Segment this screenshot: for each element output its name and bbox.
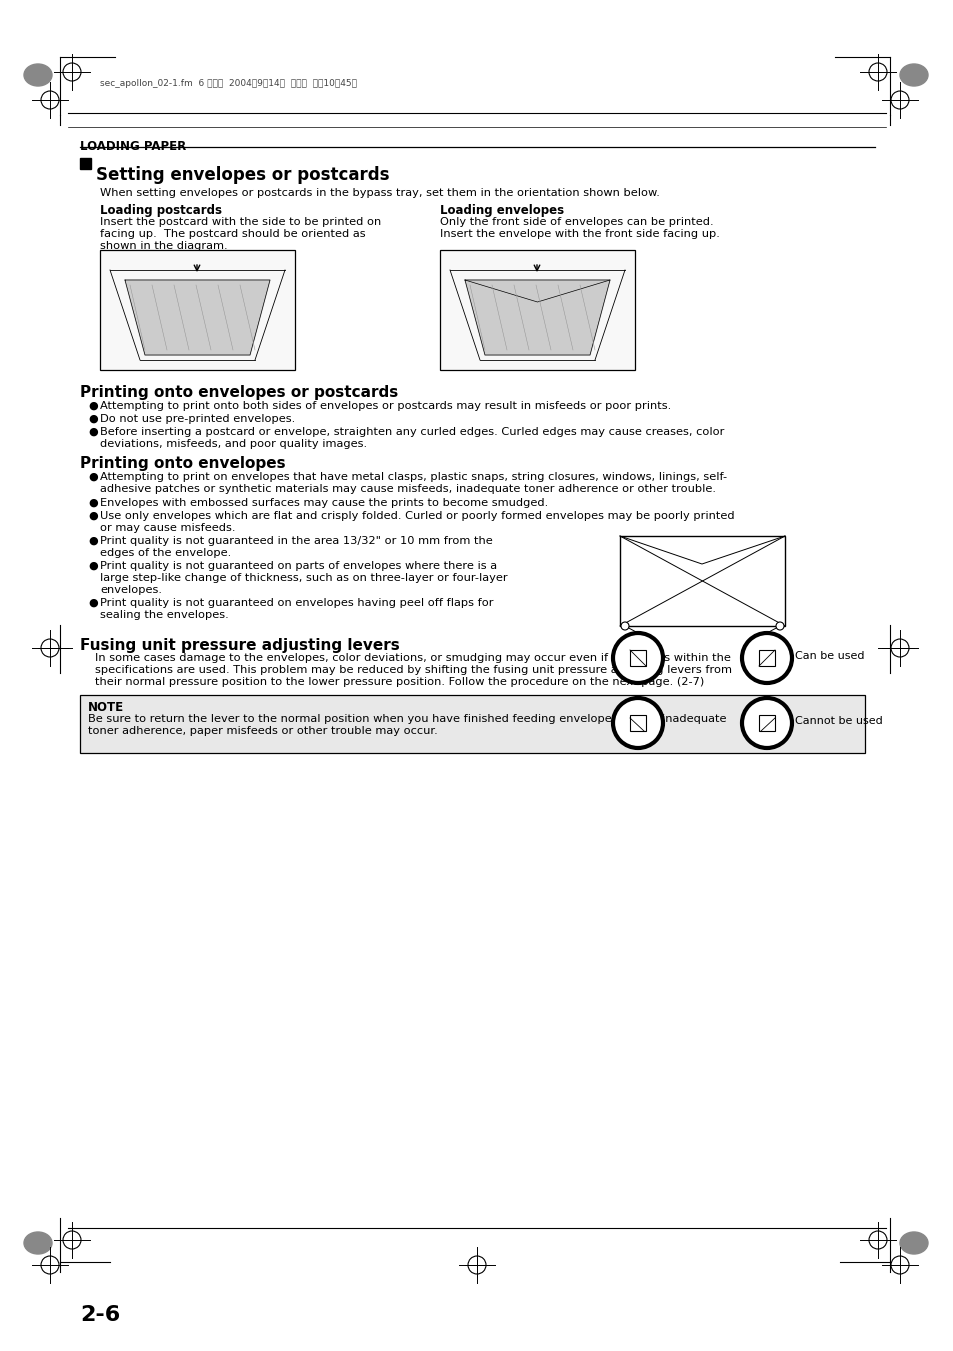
Bar (629, 715, 645, 731)
Text: Envelopes with embossed surfaces may cause the prints to become smudged.: Envelopes with embossed surfaces may cau… (100, 499, 548, 508)
Text: Printing onto envelopes or postcards: Printing onto envelopes or postcards (80, 385, 397, 400)
Text: ●: ● (88, 598, 97, 608)
Ellipse shape (899, 63, 927, 86)
Text: Print quality is not guaranteed in the area 13/32" or 10 mm from the: Print quality is not guaranteed in the a… (100, 536, 493, 546)
Text: Attempting to print onto both sides of envelopes or postcards may result in misf: Attempting to print onto both sides of e… (100, 401, 671, 411)
Text: their normal pressure position to the lower pressure position. Follow the proced: their normal pressure position to the lo… (95, 677, 703, 688)
Text: or may cause misfeeds.: or may cause misfeeds. (100, 523, 235, 534)
Circle shape (620, 621, 628, 630)
Text: ●: ● (88, 471, 97, 482)
Text: ●: ● (88, 401, 97, 411)
Text: 2-6: 2-6 (80, 1305, 120, 1325)
Text: Insert the postcard with the side to be printed on: Insert the postcard with the side to be … (100, 218, 381, 227)
Bar (439, 250, 635, 370)
Ellipse shape (24, 63, 52, 86)
Text: edges of the envelope.: edges of the envelope. (100, 549, 231, 558)
Text: ●: ● (88, 561, 97, 571)
Text: ●: ● (88, 427, 97, 436)
Text: When setting envelopes or postcards in the bypass tray, set them in the orientat: When setting envelopes or postcards in t… (100, 188, 659, 199)
Circle shape (613, 634, 662, 684)
Text: Fusing unit pressure adjusting levers: Fusing unit pressure adjusting levers (80, 638, 399, 653)
Text: Before inserting a postcard or envelope, straighten any curled edges. Curled edg: Before inserting a postcard or envelope,… (100, 427, 723, 436)
Circle shape (741, 698, 791, 748)
Ellipse shape (24, 1232, 52, 1254)
Ellipse shape (899, 1232, 927, 1254)
Text: ●: ● (88, 413, 97, 424)
Text: LOADING PAPER: LOADING PAPER (80, 141, 186, 153)
Text: adhesive patches or synthetic materials may cause misfeeds, inadequate toner adh: adhesive patches or synthetic materials … (100, 484, 716, 494)
Text: Only the front side of envelopes can be printed.: Only the front side of envelopes can be … (439, 218, 713, 227)
Text: Do not use pre-printed envelopes.: Do not use pre-printed envelopes. (100, 413, 294, 424)
Bar (759, 715, 774, 731)
Bar (80, 694, 864, 753)
Text: Print quality is not guaranteed on parts of envelopes where there is a: Print quality is not guaranteed on parts… (100, 561, 497, 571)
Text: sealing the envelopes.: sealing the envelopes. (100, 611, 229, 620)
Text: toner adherence, paper misfeeds or other trouble may occur.: toner adherence, paper misfeeds or other… (88, 725, 437, 736)
Text: facing up.  The postcard should be oriented as: facing up. The postcard should be orient… (100, 230, 365, 239)
Bar (759, 650, 774, 666)
Polygon shape (125, 280, 270, 355)
Text: NOTE: NOTE (88, 701, 124, 713)
Bar (629, 650, 645, 666)
Bar (619, 536, 784, 626)
Text: Print quality is not guaranteed on envelopes having peel off flaps for: Print quality is not guaranteed on envel… (100, 598, 493, 608)
Text: In some cases damage to the envelopes, color deviations, or smudging may occur e: In some cases damage to the envelopes, c… (95, 653, 730, 663)
Text: Be sure to return the lever to the normal position when you have finished feedin: Be sure to return the lever to the norma… (88, 713, 726, 724)
Text: large step-like change of thickness, such as on three-layer or four-layer: large step-like change of thickness, suc… (100, 573, 507, 584)
Text: Use only envelopes which are flat and crisply folded. Curled or poorly formed en: Use only envelopes which are flat and cr… (100, 511, 734, 521)
Polygon shape (464, 280, 609, 355)
Text: sec_apollon_02-1.fm  6 ページ  2004年9月14日  火曜日  午前10時45分: sec_apollon_02-1.fm 6 ページ 2004年9月14日 火曜日… (100, 78, 356, 88)
Circle shape (775, 621, 783, 630)
Text: Loading envelopes: Loading envelopes (439, 204, 563, 218)
Text: shown in the diagram.: shown in the diagram. (100, 240, 228, 251)
Text: ●: ● (88, 511, 97, 521)
Text: Loading postcards: Loading postcards (100, 204, 222, 218)
Text: Insert the envelope with the front side facing up.: Insert the envelope with the front side … (439, 230, 720, 239)
Bar (80, 158, 91, 169)
Text: envelopes.: envelopes. (100, 585, 162, 594)
Text: deviations, misfeeds, and poor quality images.: deviations, misfeeds, and poor quality i… (100, 439, 367, 449)
Text: ●: ● (88, 536, 97, 546)
Circle shape (741, 634, 791, 684)
Text: Can be used: Can be used (794, 651, 863, 661)
Text: specifications are used. This problem may be reduced by shifting the fusing unit: specifications are used. This problem ma… (95, 665, 731, 676)
Bar (100, 250, 294, 370)
Text: ●: ● (88, 499, 97, 508)
Text: Printing onto envelopes: Printing onto envelopes (80, 457, 285, 471)
Text: Cannot be used: Cannot be used (794, 716, 882, 725)
Text: Setting envelopes or postcards: Setting envelopes or postcards (96, 166, 389, 184)
Circle shape (613, 698, 662, 748)
Text: Attempting to print on envelopes that have metal clasps, plastic snaps, string c: Attempting to print on envelopes that ha… (100, 471, 726, 482)
